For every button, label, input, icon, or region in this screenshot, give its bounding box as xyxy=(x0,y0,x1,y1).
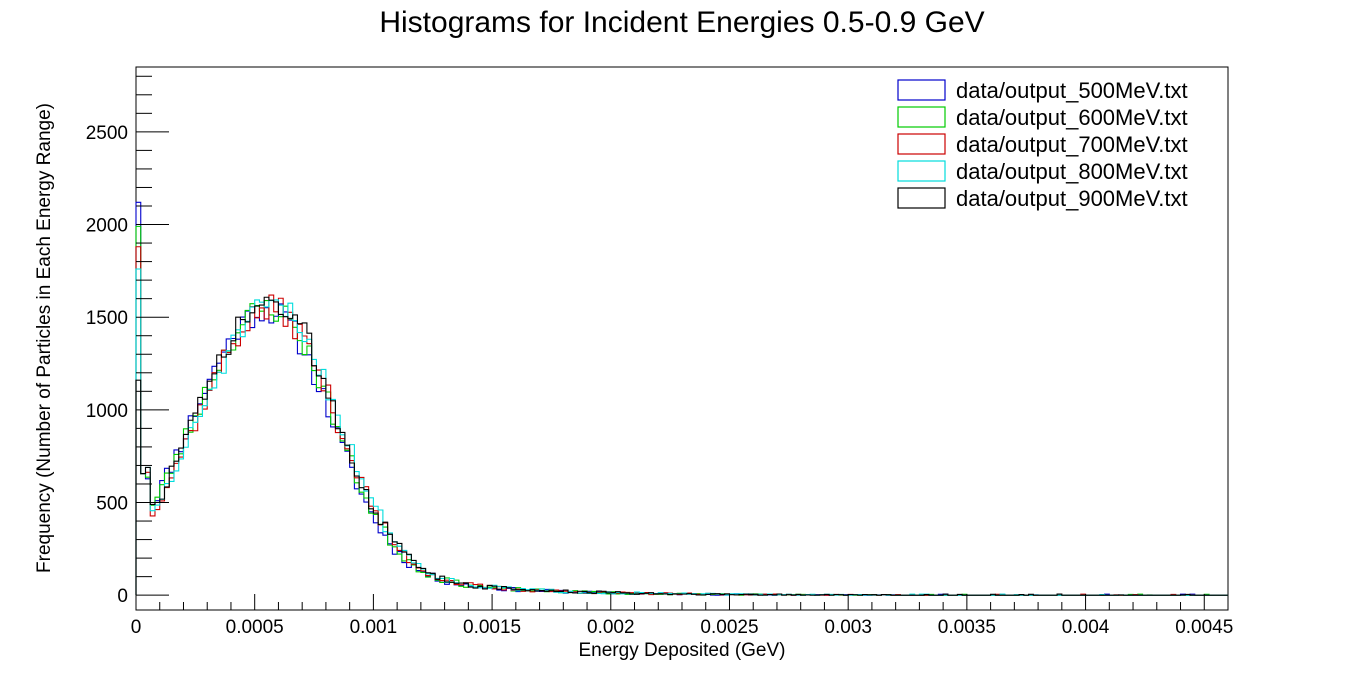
x-tick-label: 0.0005 xyxy=(226,617,284,638)
legend-entry-label: data/output_800MeV.txt xyxy=(956,159,1188,184)
legend: data/output_500MeV.txtdata/output_600MeV… xyxy=(888,71,1226,214)
x-tick-label: 0 xyxy=(131,617,142,638)
histogram-series-3 xyxy=(135,246,1228,596)
x-tick-label: 0.0045 xyxy=(1175,617,1233,638)
legend-entry-label: data/output_700MeV.txt xyxy=(956,132,1188,157)
legend-entry-label: data/output_600MeV.txt xyxy=(956,105,1188,130)
x-tick-label: 0.0015 xyxy=(463,617,521,638)
histogram-series-1 xyxy=(135,201,1228,596)
legend-swatch xyxy=(897,106,946,128)
x-tick-label: 0.002 xyxy=(587,617,635,638)
x-tick-label: 0.0035 xyxy=(938,617,996,638)
x-tick-label: 0.0025 xyxy=(700,617,758,638)
axis-layer: 0 0.0005 0.001 0.0015 0.002 0.0025 0.003 0.0035… xyxy=(86,75,1233,638)
series-layer xyxy=(135,201,1228,596)
y-tick-label: 0 xyxy=(117,586,128,607)
y-tick-label: 1500 xyxy=(86,308,128,329)
legend-swatch xyxy=(897,79,946,101)
x-tick-label: 0.003 xyxy=(824,617,872,638)
legend-entry-label: data/output_500MeV.txt xyxy=(956,78,1188,103)
histogram-series-4 xyxy=(135,268,1228,596)
y-tick-label: 1000 xyxy=(86,401,128,422)
y-tick-label: 2000 xyxy=(86,216,128,237)
histogram-series-2 xyxy=(135,225,1228,596)
x-axis-label: Energy Deposited (GeV) xyxy=(579,640,786,661)
y-axis-label: Frequency (Number of Particles in Each E… xyxy=(34,103,55,573)
y-tick-label: 2500 xyxy=(86,123,128,144)
legend-swatch xyxy=(897,133,946,155)
legend-swatch xyxy=(897,187,946,209)
legend-box xyxy=(888,71,1226,214)
x-tick-label: 0.001 xyxy=(350,617,398,638)
y-tick-label: 500 xyxy=(96,494,128,515)
histogram-series-5 xyxy=(135,296,1228,596)
legend-swatch xyxy=(897,160,946,182)
legend-entry-label: data/output_900MeV.txt xyxy=(956,186,1188,211)
chart-title: Histograms for Incident Energies 0.5-0.9… xyxy=(379,6,984,39)
x-tick-label: 0.004 xyxy=(1062,617,1110,638)
